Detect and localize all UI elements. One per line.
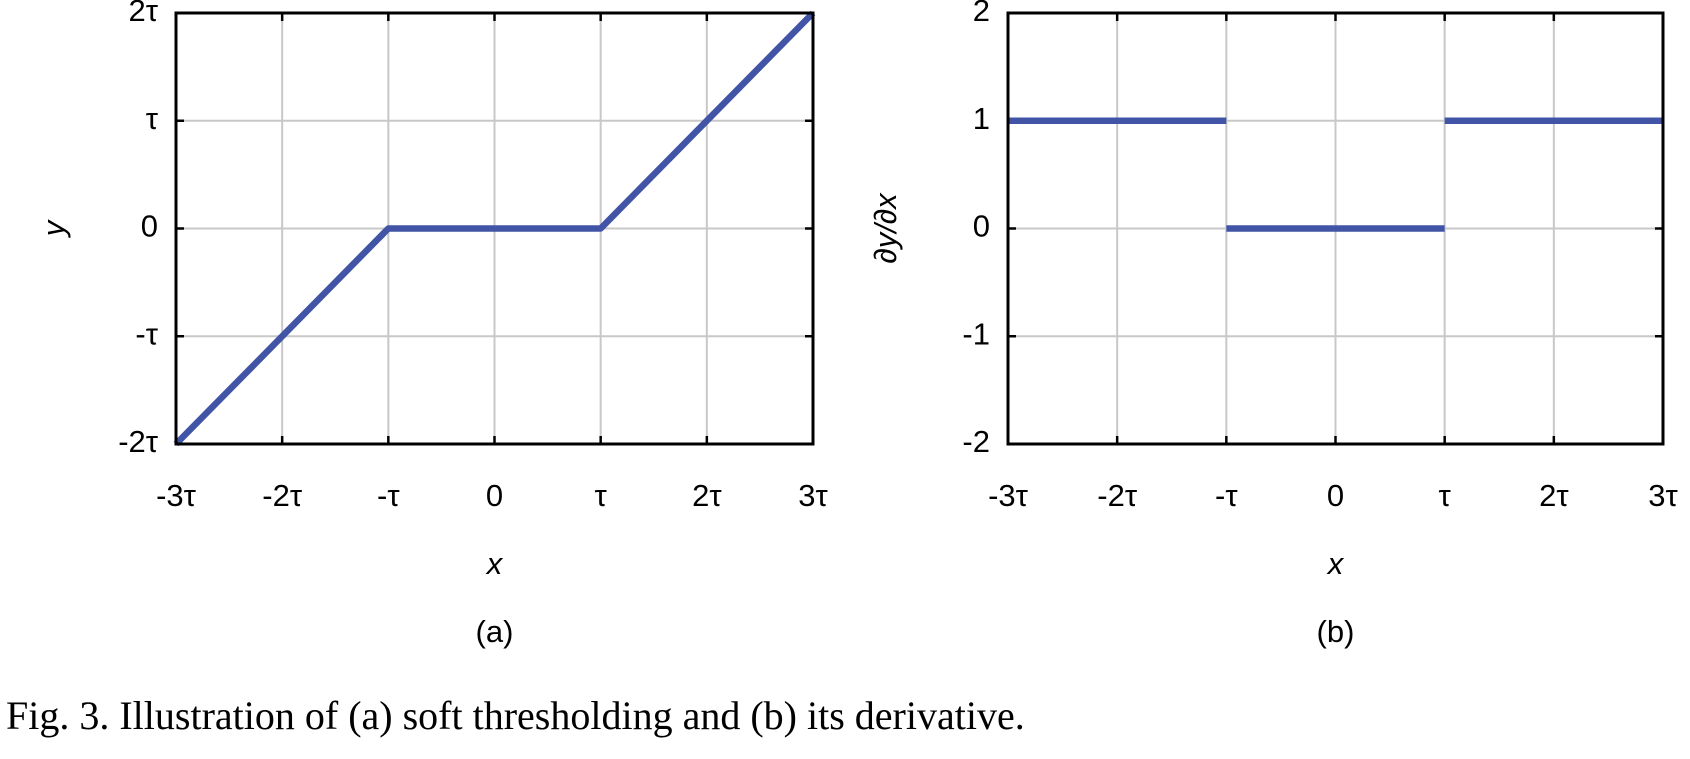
y-tick-label: 2τ: [129, 0, 159, 28]
data-line: [173, 10, 816, 447]
x-tick-label: τ: [1439, 478, 1451, 513]
x-tick-label: -2τ: [1097, 478, 1137, 513]
x-tick-label: 2τ: [1539, 478, 1569, 513]
x-tick-label: 0: [1327, 478, 1344, 513]
y-axis-label: ∂y/∂x: [868, 192, 903, 264]
plot-frame: [1006, 11, 1665, 446]
figure-caption: Fig. 3. Illustration of (a) soft thresho…: [6, 693, 1025, 738]
y-tick-label: -τ: [135, 316, 158, 351]
y-tick-label: 2: [973, 0, 990, 28]
y-tick-label: -2τ: [118, 424, 158, 459]
y-tick-label: 0: [973, 209, 990, 244]
x-tick-label: -3τ: [988, 478, 1028, 513]
x-tick-label: -τ: [1215, 478, 1238, 513]
x-tick-label: 3τ: [798, 478, 828, 513]
x-tick-label: 2τ: [692, 478, 722, 513]
y-tick-label: -2: [962, 424, 990, 459]
x-tick-label: 3τ: [1648, 478, 1678, 513]
y-tick-label: 0: [141, 209, 158, 244]
x-axis-label: x: [1326, 546, 1345, 581]
x-tick-label: -3τ: [156, 478, 196, 513]
y-tick-label: τ: [146, 101, 158, 136]
x-tick-label: -τ: [377, 478, 400, 513]
x-axis-label: x: [485, 546, 504, 581]
x-tick-label: τ: [595, 478, 607, 513]
x-tick-label: 0: [486, 478, 503, 513]
data-line: [1008, 117, 1663, 232]
x-tick-label: -2τ: [262, 478, 302, 513]
subfigure-caption: (a): [476, 614, 514, 649]
plot-frame: [174, 11, 815, 446]
y-tick-label: -1: [962, 316, 990, 351]
y-axis-label: y: [36, 218, 71, 238]
subfigure-caption: (b): [1317, 614, 1355, 649]
y-tick-label: 1: [973, 101, 990, 136]
